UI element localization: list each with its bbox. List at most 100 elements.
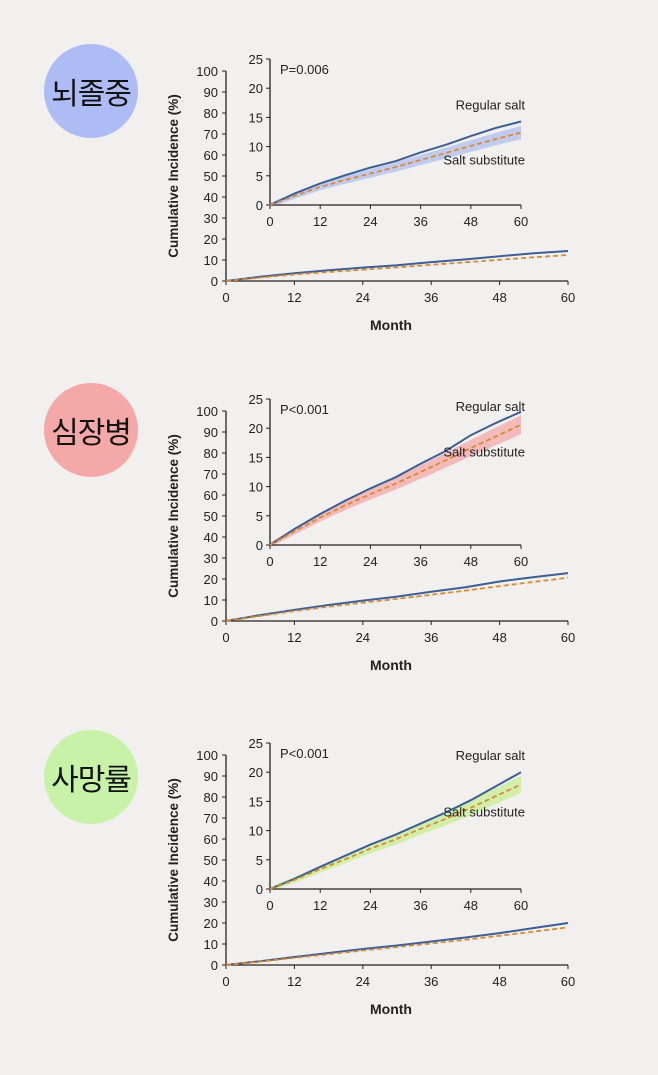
main-y-tick-label: 50 <box>204 853 218 868</box>
main-x-tick-label: 12 <box>287 974 301 989</box>
inset-x-tick-label: 24 <box>363 214 377 229</box>
heart-badge: 심장병 <box>44 383 138 477</box>
inset-y-tick-label: 20 <box>249 765 263 780</box>
main-y-tick-label: 20 <box>204 232 218 247</box>
main-y-tick-label: 70 <box>204 811 218 826</box>
panel-stroke: 뇌졸중 0 10 20 30 40 50 60 70 80 90 100 0 12 24 36 48 60 Mon… <box>0 0 658 340</box>
y-axis-label: Cumulative Incidence (%) <box>166 94 181 258</box>
inset-y-tick-label: 15 <box>249 110 263 125</box>
main-y-tick-label: 30 <box>204 211 218 226</box>
y-axis-label: Cumulative Incidence (%) <box>166 778 181 942</box>
main-x-tick-label: 12 <box>287 630 301 645</box>
main-y-tick-label: 40 <box>204 530 218 545</box>
inset-confidence-band <box>270 415 521 548</box>
panel-mortality: 사망률 0 10 20 30 40 50 60 70 80 90 100 0 12 24 36 48 60 Mon… <box>0 684 658 1024</box>
main-y-tick-label: 50 <box>204 509 218 524</box>
inset-salt-substitute-line <box>269 131 522 206</box>
inset-x-tick-label: 0 <box>266 214 273 229</box>
main-x-tick-label: 24 <box>356 290 370 305</box>
inset-y-tick-label: 0 <box>256 538 263 553</box>
mortality-chart: 0 10 20 30 40 50 60 70 80 90 100 0 12 24 36 48 60 Month Cu… <box>166 736 575 1017</box>
main-y-tick-label: 0 <box>211 614 218 629</box>
main-x-tick-label: 60 <box>561 974 575 989</box>
inset-x-tick-label: 0 <box>266 554 273 569</box>
inset-x-tick-label: 36 <box>413 554 427 569</box>
p-value-annotation: P<0.001 <box>280 746 329 761</box>
main-y-tick-label: 40 <box>204 874 218 889</box>
main-y-tick-label: 30 <box>204 895 218 910</box>
inset-x-tick-label: 36 <box>413 898 427 913</box>
main-y-tick-label: 60 <box>204 148 218 163</box>
inset-x-tick-label: 60 <box>514 214 528 229</box>
main-x-tick-label: 24 <box>356 630 370 645</box>
panel-heart: 심장병 0 10 20 30 40 50 60 70 80 90 100 0 12 24 36 48 60 Mon… <box>0 340 658 680</box>
main-y-tick-label: 80 <box>204 446 218 461</box>
main-x-tick-label: 12 <box>287 290 301 305</box>
main-y-tick-label: 10 <box>204 253 218 268</box>
main-y-tick-label: 20 <box>204 916 218 931</box>
main-x-tick-label: 0 <box>222 630 229 645</box>
inset-regular-salt-line <box>269 120 522 206</box>
main-y-tick-label: 80 <box>204 106 218 121</box>
x-axis-label: Month <box>370 1001 412 1017</box>
main-y-tick-label: 100 <box>196 404 218 419</box>
inset-salt-substitute-line <box>269 783 522 890</box>
inset-x-tick-label: 12 <box>313 214 327 229</box>
inset-x-tick-label: 24 <box>363 554 377 569</box>
main-salt-substitute-line <box>225 926 569 966</box>
regular-salt-label: Regular salt <box>456 399 526 414</box>
main-y-tick-label: 90 <box>204 769 218 784</box>
x-axis-label: Month <box>370 317 412 333</box>
inset-x-tick-label: 24 <box>363 898 377 913</box>
main-y-tick-label: 90 <box>204 85 218 100</box>
main-y-tick-label: 20 <box>204 572 218 587</box>
main-y-tick-label: 30 <box>204 551 218 566</box>
inset-salt-substitute-line <box>269 423 522 546</box>
inset-y-tick-label: 25 <box>249 736 263 751</box>
inset-x-tick-label: 48 <box>464 554 478 569</box>
main-salt-substitute-line <box>225 254 569 282</box>
inset-x-tick-label: 60 <box>514 554 528 569</box>
inset-y-tick-label: 10 <box>249 824 263 839</box>
main-x-tick-label: 60 <box>561 290 575 305</box>
main-regular-salt-line <box>225 572 569 622</box>
mortality-badge-label: 사망률 <box>51 763 132 798</box>
p-value-annotation: P=0.006 <box>280 62 329 77</box>
main-x-tick-label: 24 <box>356 974 370 989</box>
inset-x-tick-label: 48 <box>464 898 478 913</box>
inset-y-tick-label: 15 <box>249 794 263 809</box>
inset-x-tick-label: 48 <box>464 214 478 229</box>
x-axis-label: Month <box>370 657 412 673</box>
regular-salt-label: Regular salt <box>456 97 526 112</box>
inset-y-tick-label: 20 <box>249 81 263 96</box>
main-y-tick-label: 100 <box>196 748 218 763</box>
inset-y-tick-label: 25 <box>249 52 263 67</box>
inset-y-tick-label: 25 <box>249 392 263 407</box>
main-y-tick-label: 0 <box>211 274 218 289</box>
main-x-tick-label: 0 <box>222 290 229 305</box>
inset-confidence-band <box>270 775 521 892</box>
main-y-tick-label: 70 <box>204 467 218 482</box>
inset-regular-salt-line <box>269 410 522 546</box>
main-regular-salt-line <box>225 922 569 966</box>
main-y-tick-label: 10 <box>204 937 218 952</box>
regular-salt-label: Regular salt <box>456 748 526 763</box>
inset-x-tick-label: 0 <box>266 898 273 913</box>
inset-y-tick-label: 0 <box>256 198 263 213</box>
mortality-badge: 사망률 <box>44 730 138 824</box>
inset-x-tick-label: 12 <box>313 554 327 569</box>
main-salt-substitute-line <box>225 576 569 622</box>
main-y-tick-label: 100 <box>196 64 218 79</box>
inset-y-tick-label: 5 <box>256 853 263 868</box>
stroke-badge-label: 뇌졸중 <box>51 77 132 112</box>
main-y-tick-label: 80 <box>204 790 218 805</box>
p-value-annotation: P<0.001 <box>280 402 329 417</box>
main-x-tick-label: 48 <box>492 974 506 989</box>
main-y-tick-label: 60 <box>204 832 218 847</box>
y-axis-label: Cumulative Incidence (%) <box>166 434 181 598</box>
inset-y-tick-label: 0 <box>256 882 263 897</box>
stroke-badge: 뇌졸중 <box>44 44 138 138</box>
salt-substitute-label: Salt substitute <box>443 804 525 819</box>
